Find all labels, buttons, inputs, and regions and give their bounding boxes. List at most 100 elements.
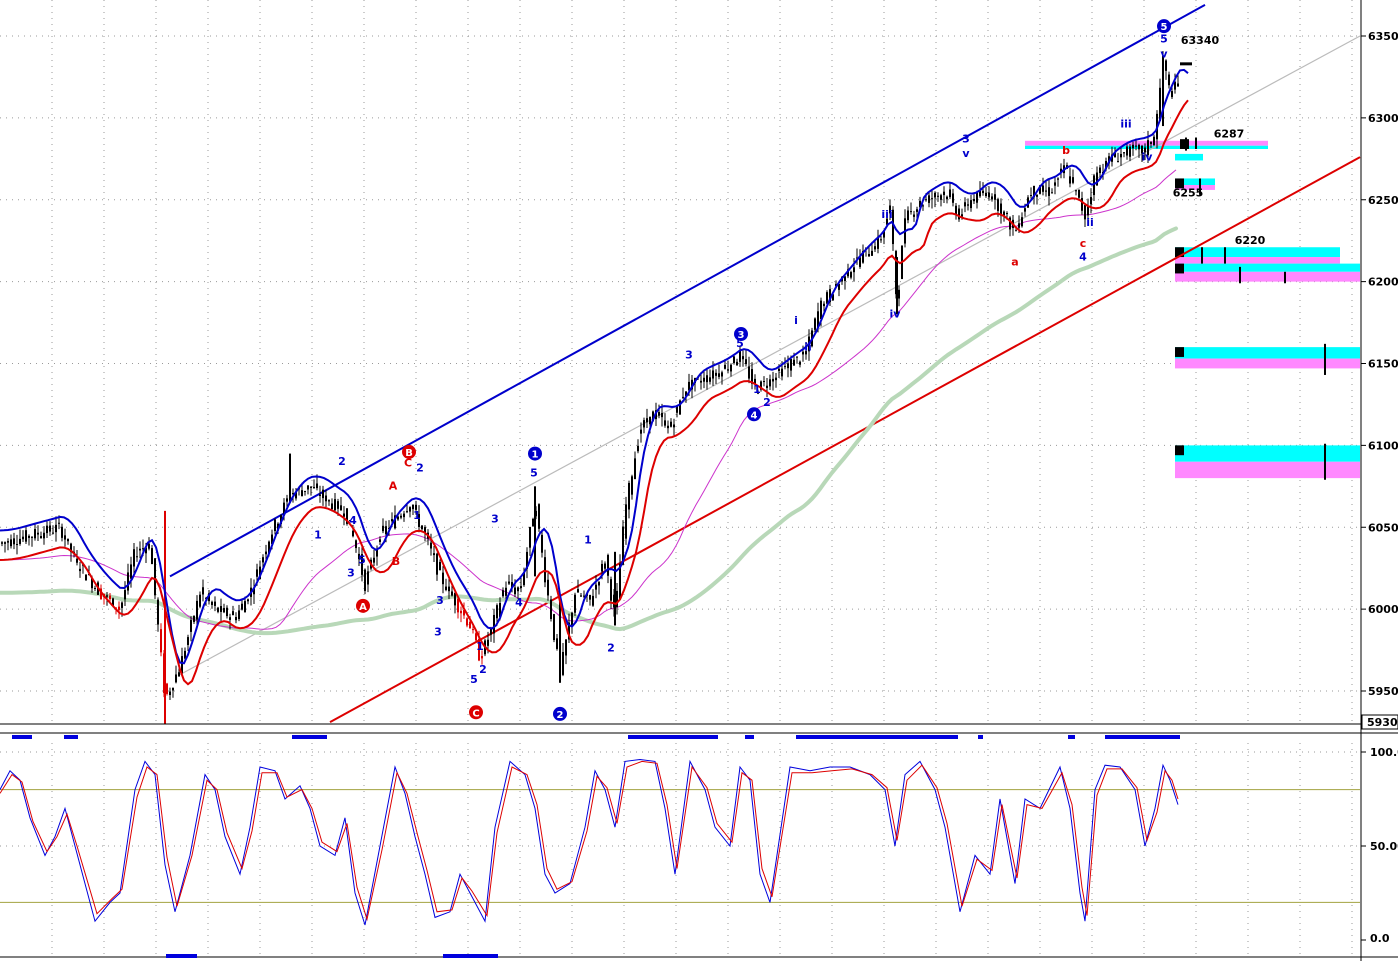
price-bar-body — [1054, 182, 1056, 186]
circled-wave-label: 3 — [738, 330, 745, 341]
price-bar-body — [256, 569, 258, 577]
wave-label: 3 — [347, 566, 355, 579]
price-bar-body — [610, 579, 612, 601]
price-bar-body — [781, 368, 783, 377]
wave-label: 4 — [1079, 250, 1087, 263]
price-bar-body — [61, 526, 63, 538]
y-tick-label: 6000 — [1368, 603, 1398, 616]
price-bar-body — [616, 590, 618, 607]
price-bar-body — [199, 594, 201, 607]
price-bar-body — [400, 515, 402, 518]
price-bar-body — [172, 687, 174, 691]
price-bar-body — [352, 530, 354, 537]
price-bar-body — [991, 196, 993, 200]
price-bar-body — [670, 421, 672, 427]
price-bar-body — [340, 505, 342, 511]
signal-strip — [796, 735, 958, 739]
price-bar-body — [727, 369, 729, 371]
price-bar-body — [100, 588, 102, 599]
price-bar-body — [607, 555, 609, 576]
price-bar-body — [1057, 178, 1059, 180]
target-zone — [1025, 145, 1268, 149]
price-bar-body — [1138, 144, 1140, 150]
wave-label: 1 — [314, 529, 322, 542]
price-bar-body — [304, 490, 306, 492]
price-bar-body — [790, 358, 792, 371]
price-bar-body — [328, 500, 330, 502]
price-bar-body — [265, 551, 267, 555]
price-bar-body — [919, 200, 921, 208]
price-bar-body — [712, 370, 714, 379]
price-bar-body — [1003, 211, 1005, 216]
price-bar-body — [49, 525, 51, 532]
y-tick-label: 6150 — [1368, 358, 1398, 371]
price-bar-body — [943, 191, 945, 196]
price-bar-body — [769, 379, 771, 387]
price-bar-body — [625, 504, 627, 539]
price-bar-body — [469, 621, 471, 629]
wave-label: 2 — [416, 462, 424, 475]
price-bar-body — [520, 586, 522, 589]
target-zone — [1175, 263, 1360, 272]
price-bar-body — [784, 366, 786, 368]
price-bar-body — [1024, 208, 1026, 212]
price-bar-body — [595, 584, 597, 590]
circled-wave-marker — [356, 598, 370, 613]
price-bar-body — [148, 543, 150, 549]
price-bar-body — [448, 586, 450, 592]
price-bar-body — [1129, 146, 1131, 157]
price-bar-body — [67, 538, 69, 542]
price-bar-body — [676, 405, 678, 413]
price-bar-body — [1093, 175, 1095, 196]
price-bar-body — [487, 639, 489, 646]
price-bar-body — [679, 400, 681, 415]
wave-label: 3 — [491, 512, 499, 525]
price-bar-body — [292, 492, 294, 495]
price-bar-body — [1033, 185, 1035, 198]
price-bar-body — [337, 501, 339, 509]
price-bar-body — [937, 195, 939, 197]
price-bar-body — [499, 602, 501, 617]
price-bar-body — [856, 257, 858, 259]
wave-label: 1 — [753, 383, 761, 396]
target-zone — [1175, 153, 1203, 161]
price-bar-body — [13, 538, 15, 545]
wave-label: 1 — [413, 509, 421, 522]
price-bar-body — [703, 377, 705, 382]
price-bar-body — [706, 375, 708, 383]
target-zone — [1175, 247, 1340, 258]
price-bar-body — [361, 554, 363, 575]
price-bar-body — [433, 553, 435, 556]
price-bar-body — [907, 210, 909, 221]
price-bar-body — [715, 372, 717, 376]
wave-label: 5 — [470, 673, 478, 686]
price-bar-body — [178, 672, 180, 677]
y-tick-label: 5950 — [1368, 685, 1398, 698]
y-tick-label: 6300 — [1368, 112, 1398, 125]
zone-marker — [1180, 139, 1189, 149]
price-bar-body — [253, 587, 255, 595]
price-bar-body — [1030, 195, 1032, 197]
price-bar-body — [973, 198, 975, 202]
price-bar-body — [358, 553, 360, 560]
price-bar-body — [1048, 187, 1050, 196]
price-bar-body — [553, 614, 555, 641]
target-zone — [1175, 178, 1215, 186]
price-bar-body — [739, 350, 741, 362]
price-bar-body — [436, 553, 438, 575]
price-bar-body — [247, 599, 249, 602]
envelope-bands — [0, 68, 1189, 686]
signal-strip — [745, 735, 754, 739]
zone-marker — [1175, 445, 1184, 456]
price-bar-body — [988, 192, 990, 198]
price-bar-body — [829, 289, 831, 303]
price-bar-body — [946, 196, 948, 200]
price-bar-body — [724, 364, 726, 369]
price-bar-body — [385, 526, 387, 535]
price-bar-body — [883, 230, 885, 238]
price-bar-body — [1060, 168, 1062, 174]
price-bar-body — [649, 416, 651, 425]
price-bar-body — [682, 396, 684, 398]
price-bar-body — [505, 587, 507, 596]
zone-marker — [1175, 263, 1184, 274]
